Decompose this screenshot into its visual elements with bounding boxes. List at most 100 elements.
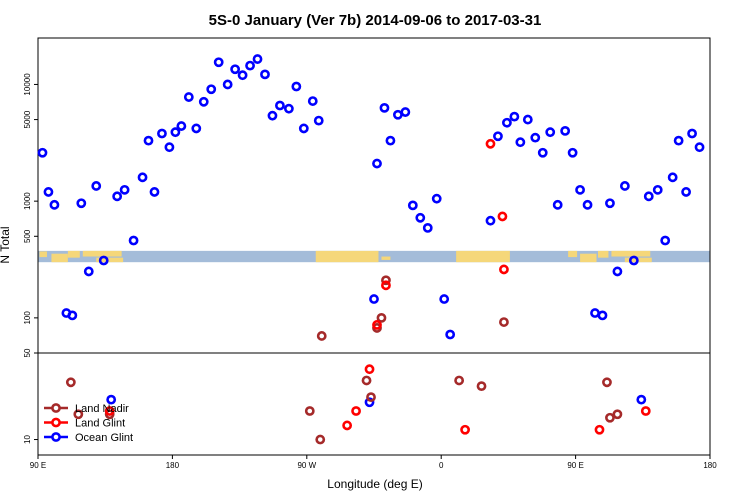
land-nadir-point: [376, 312, 387, 323]
ocean-glint-point: [567, 147, 578, 158]
y-tick-label: 1000: [23, 192, 32, 210]
ocean-glint-point: [222, 79, 233, 90]
ocean-glint-point: [157, 128, 167, 139]
ocean-glint-point: [213, 57, 224, 68]
ocean-glint-point: [275, 100, 285, 111]
x-tick-label: 180: [166, 461, 180, 470]
map-land: [315, 250, 379, 263]
ocean-glint-point: [170, 127, 181, 138]
x-axis-label: Longitude (deg E): [327, 477, 422, 491]
ocean-glint-point: [673, 135, 684, 146]
ocean-glint-point: [575, 184, 585, 195]
legend-label: Land Glint: [75, 418, 125, 430]
ocean-glint-point: [590, 308, 600, 318]
ocean-glint-point: [509, 111, 520, 122]
ocean-glint-point: [128, 235, 139, 246]
ocean-glint-point: [291, 81, 302, 92]
ocean-glint-point: [636, 394, 647, 405]
plot-panels: [37, 37, 711, 456]
ocean-glint-point: [298, 123, 309, 134]
land-nadir-point: [361, 375, 372, 386]
map-land: [580, 253, 597, 263]
ocean-glint-point: [652, 184, 663, 195]
ocean-glint-point: [143, 135, 154, 146]
map-land: [598, 250, 609, 258]
ocean-glint-point: [660, 235, 671, 246]
ocean-glint-point: [439, 294, 450, 304]
ocean-glint-point: [643, 191, 654, 202]
land-glint-point: [104, 406, 115, 416]
map-land: [568, 250, 578, 258]
map-land: [39, 251, 47, 258]
ocean-glint-point: [431, 193, 442, 204]
y-tick-label: 500: [23, 229, 32, 243]
land-glint-point: [364, 364, 375, 375]
ocean-glint-point: [137, 172, 148, 183]
ocean-glint-point: [445, 329, 456, 340]
x-tick-label: 90 E: [567, 461, 583, 470]
data-points: [37, 54, 705, 445]
map-land: [51, 253, 68, 263]
ocean-glint-point: [260, 69, 270, 80]
ocean-glint-point: [522, 114, 533, 125]
land-glint-point: [381, 280, 391, 291]
map-land: [82, 250, 122, 257]
legend-marker: [51, 417, 61, 428]
ocean-glint-point: [252, 54, 263, 64]
ocean-glint-point: [407, 200, 418, 211]
ocean-glint-point: [372, 158, 382, 169]
ocean-glint-point: [385, 135, 396, 146]
ocean-glint-point: [67, 310, 78, 321]
land-nadir-point: [315, 434, 326, 445]
land-glint-point: [594, 424, 605, 435]
ocean-glint-point: [176, 121, 187, 131]
ocean-glint-point: [687, 128, 697, 139]
ocean-glint-point: [619, 181, 630, 191]
y-tick-label: 10000: [23, 73, 32, 96]
ocean-glint-point: [681, 187, 692, 197]
y-axis-label: N Total: [0, 226, 12, 263]
ocean-glint-point: [283, 103, 294, 114]
land-glint-point: [499, 264, 509, 275]
ocean-glint-point: [112, 191, 123, 202]
ocean-glint-point: [49, 199, 60, 210]
map-land: [611, 250, 651, 257]
ocean-glint-point: [515, 137, 526, 148]
ocean-glint-point: [597, 310, 608, 321]
ocean-glint-point: [183, 92, 194, 102]
ocean-glint-point: [493, 131, 503, 142]
land-nadir-point: [65, 377, 76, 388]
ocean-glint-point: [502, 117, 512, 128]
land-glint-point: [342, 420, 353, 431]
ocean-glint-point: [206, 84, 217, 95]
legend-marker: [51, 403, 61, 413]
ocean-glint-point: [392, 109, 403, 120]
ocean-glint-point: [267, 110, 278, 121]
chart-title: 5S-0 January (Ver 7b) 2014-09-06 to 2017…: [209, 12, 542, 29]
legend-label: Land Nadir: [75, 403, 129, 415]
ocean-glint-point: [694, 142, 705, 153]
x-tick-label: 180: [703, 461, 717, 470]
ocean-glint-point: [164, 142, 175, 153]
x-tick-label: 0: [439, 461, 444, 470]
map-land: [456, 250, 510, 263]
y-tick-label: 50: [23, 348, 32, 357]
y-tick-label: 100: [23, 311, 32, 325]
ocean-glint-point: [537, 147, 548, 158]
land-nadir-point: [612, 409, 623, 420]
land-glint-point: [460, 424, 470, 435]
map-land: [96, 257, 124, 263]
ocean-glint-point: [422, 222, 433, 233]
ocean-glint-point: [237, 70, 248, 81]
y-tick-label: 5000: [23, 110, 32, 128]
ocean-glint-point: [198, 96, 209, 107]
land-nadir-point: [454, 375, 465, 386]
axis-ticks: 90 E 180 90 W 0 90 E 180 50 100 500 1000 5000 10000…: [23, 73, 717, 470]
land-nadir-point: [381, 275, 391, 286]
ocean-glint-point: [582, 199, 593, 210]
land-glint-point: [372, 320, 382, 330]
land-nadir-point: [476, 381, 487, 392]
ocean-glint-point: [98, 255, 109, 266]
ocean-glint-point: [605, 198, 615, 209]
